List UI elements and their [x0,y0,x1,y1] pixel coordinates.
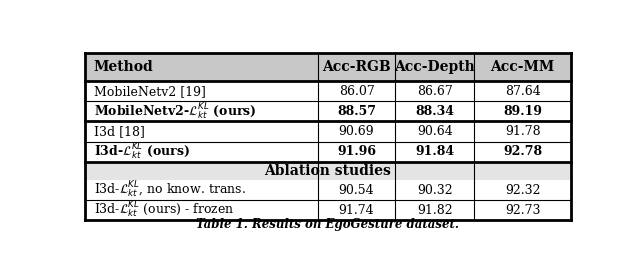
Text: MobileNetv2-$\mathcal{L}_{kt}^{KL}$ (ours): MobileNetv2-$\mathcal{L}_{kt}^{KL}$ (our… [94,101,257,122]
Text: 91.74: 91.74 [339,204,374,217]
Text: MobileNetv2 [19]: MobileNetv2 [19] [94,85,206,98]
Text: Acc-RGB: Acc-RGB [322,60,391,74]
Text: Table 1. Results on EgoGesture dataset.: Table 1. Results on EgoGesture dataset. [196,218,460,231]
Text: 91.78: 91.78 [505,125,541,138]
Text: 92.32: 92.32 [505,184,540,197]
Text: 86.67: 86.67 [417,85,452,98]
Text: I3d [18]: I3d [18] [94,125,145,138]
Text: 92.78: 92.78 [503,145,542,158]
Text: I3d-$\mathcal{L}_{kt}^{KL}$ (ours) - frozen: I3d-$\mathcal{L}_{kt}^{KL}$ (ours) - fro… [94,200,234,221]
Text: Ablation studies: Ablation studies [264,164,392,178]
Text: 87.64: 87.64 [505,85,541,98]
Bar [85,53,571,81]
Text: 90.32: 90.32 [417,184,452,197]
Text: I3d-$\mathcal{L}_{kt}^{KL}$ (ours): I3d-$\mathcal{L}_{kt}^{KL}$ (ours) [94,142,190,162]
Text: 92.73: 92.73 [505,204,540,217]
Text: 90.54: 90.54 [339,184,374,197]
Text: 89.19: 89.19 [503,105,542,118]
Text: 90.64: 90.64 [417,125,452,138]
Text: I3d-$\mathcal{L}_{kt}^{KL}$, no know. trans.: I3d-$\mathcal{L}_{kt}^{KL}$, no know. tr… [94,180,246,200]
Text: 90.69: 90.69 [339,125,374,138]
Text: 88.34: 88.34 [415,105,454,118]
Text: 88.57: 88.57 [337,105,376,118]
Text: 91.84: 91.84 [415,145,454,158]
Text: Acc-Depth: Acc-Depth [394,60,475,74]
Bar [85,162,571,180]
Text: 86.07: 86.07 [339,85,374,98]
Text: 91.96: 91.96 [337,145,376,158]
Text: Acc-MM: Acc-MM [490,60,555,74]
Text: Method: Method [94,60,154,74]
Text: 91.82: 91.82 [417,204,452,217]
